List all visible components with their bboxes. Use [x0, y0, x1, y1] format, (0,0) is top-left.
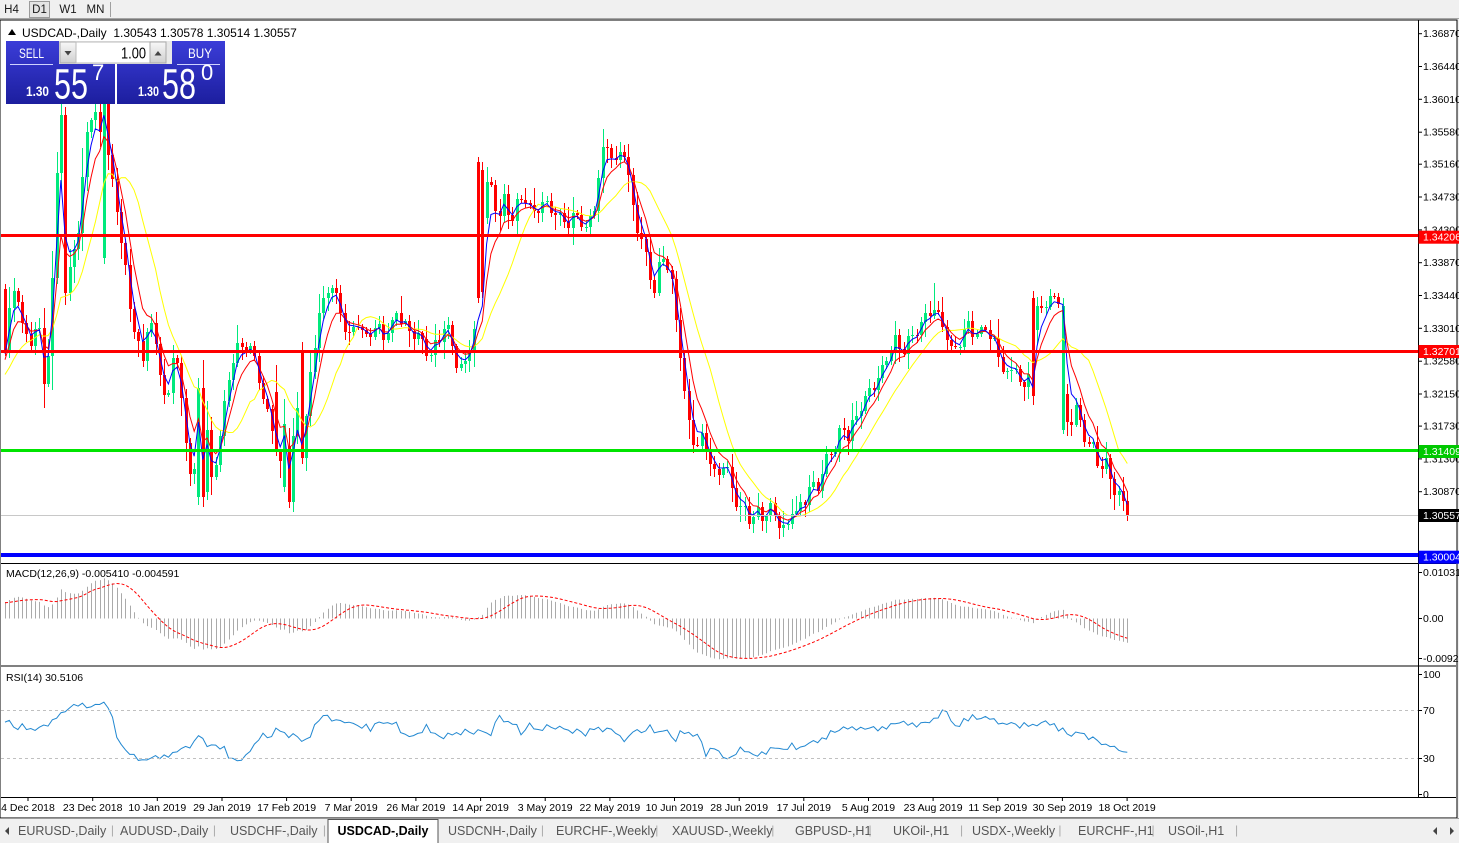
- svg-text:28 Jun 2019: 28 Jun 2019: [710, 802, 768, 814]
- svg-text:1.32701: 1.32701: [1423, 346, 1459, 358]
- svg-text:|: |: [771, 823, 774, 837]
- svg-text:55: 55: [54, 61, 88, 109]
- svg-text:7 Mar 2019: 7 Mar 2019: [325, 802, 378, 814]
- svg-text:USDCAD-,Daily 1.30543 1.30578: USDCAD-,Daily 1.30543 1.30578 1.30514 1.…: [22, 26, 297, 40]
- svg-text:14 Apr 2019: 14 Apr 2019: [452, 802, 509, 814]
- svg-text:1.33870: 1.33870: [1423, 257, 1459, 269]
- svg-text:1.31730: 1.31730: [1423, 421, 1459, 433]
- svg-text:USDCHF-,Daily: USDCHF-,Daily: [230, 824, 318, 838]
- svg-text:|: |: [213, 823, 216, 837]
- svg-text:1.34730: 1.34730: [1423, 192, 1459, 204]
- svg-text:1.32580: 1.32580: [1423, 356, 1459, 368]
- svg-text:GBPUSD-,H1: GBPUSD-,H1: [795, 824, 871, 838]
- svg-text:|: |: [960, 823, 963, 837]
- svg-text:1.32150: 1.32150: [1423, 389, 1459, 401]
- svg-text:58: 58: [162, 61, 196, 109]
- svg-text:18 Oct 2019: 18 Oct 2019: [1098, 802, 1155, 814]
- svg-text:1.33010: 1.33010: [1423, 323, 1459, 335]
- svg-text:|: |: [655, 823, 658, 837]
- svg-text:22 May 2019: 22 May 2019: [580, 802, 641, 814]
- svg-text:29 Jan 2019: 29 Jan 2019: [193, 802, 251, 814]
- svg-text:1.30870: 1.30870: [1423, 486, 1459, 498]
- svg-text:1.36870: 1.36870: [1423, 28, 1459, 40]
- svg-text:1.36440: 1.36440: [1423, 61, 1459, 73]
- svg-text:100: 100: [1423, 669, 1441, 681]
- svg-text:1.34206: 1.34206: [1423, 232, 1459, 244]
- svg-text:23 Aug 2019: 23 Aug 2019: [904, 802, 963, 814]
- svg-text:BUY: BUY: [188, 45, 213, 61]
- svg-text:4 Dec 2018: 4 Dec 2018: [1, 802, 55, 814]
- svg-text:|: |: [1058, 823, 1061, 837]
- svg-text:|: |: [541, 823, 544, 837]
- svg-text:1.30004: 1.30004: [1423, 552, 1459, 564]
- svg-text:26 Mar 2019: 26 Mar 2019: [386, 802, 445, 814]
- svg-text:0.010311: 0.010311: [1423, 567, 1459, 579]
- svg-text:7: 7: [92, 60, 104, 85]
- svg-text:23 Dec 2018: 23 Dec 2018: [63, 802, 123, 814]
- svg-text:USDCAD-,Daily: USDCAD-,Daily: [338, 824, 429, 838]
- svg-text:17 Feb 2019: 17 Feb 2019: [257, 802, 316, 814]
- svg-text:XAUUSD-,Weekly: XAUUSD-,Weekly: [672, 824, 773, 838]
- svg-text:11 Sep 2019: 11 Sep 2019: [968, 802, 1027, 814]
- svg-text:0: 0: [201, 60, 213, 85]
- svg-text:USDCNH-,Daily: USDCNH-,Daily: [448, 824, 538, 838]
- svg-text:5 Aug 2019: 5 Aug 2019: [842, 802, 895, 814]
- svg-text:30 Sep 2019: 30 Sep 2019: [1033, 802, 1093, 814]
- svg-text:17 Jul 2019: 17 Jul 2019: [777, 802, 831, 814]
- svg-text:70: 70: [1423, 705, 1435, 717]
- svg-text:30: 30: [1423, 753, 1435, 765]
- svg-text:|: |: [1235, 823, 1238, 837]
- svg-text:W1: W1: [59, 4, 76, 16]
- svg-text:10 Jun 2019: 10 Jun 2019: [646, 802, 704, 814]
- svg-text:EURCHF-,H1: EURCHF-,H1: [1078, 824, 1154, 838]
- svg-text:EURUSD-,Daily: EURUSD-,Daily: [18, 824, 107, 838]
- svg-text:1.33440: 1.33440: [1423, 290, 1459, 302]
- svg-text:EURCHF-,Weekly: EURCHF-,Weekly: [556, 824, 657, 838]
- svg-text:|: |: [869, 823, 872, 837]
- svg-text:H4: H4: [4, 4, 19, 16]
- svg-text:1.31409: 1.31409: [1423, 446, 1459, 458]
- svg-text:AUDUSD-,Daily: AUDUSD-,Daily: [120, 824, 209, 838]
- svg-text:1.30557: 1.30557: [1423, 510, 1459, 522]
- svg-text:USDX-,Weekly: USDX-,Weekly: [972, 824, 1056, 838]
- svg-text:MN: MN: [87, 4, 105, 16]
- svg-text:3 May 2019: 3 May 2019: [518, 802, 573, 814]
- svg-text:RSI(14) 30.5106: RSI(14) 30.5106: [6, 672, 83, 684]
- svg-text:1.35580: 1.35580: [1423, 127, 1459, 139]
- svg-text:D1: D1: [32, 4, 47, 16]
- svg-text:UKOil-,H1: UKOil-,H1: [893, 824, 949, 838]
- svg-text:0: 0: [1423, 789, 1429, 801]
- svg-text:0.00: 0.00: [1423, 613, 1444, 625]
- svg-text:|: |: [1152, 823, 1155, 837]
- svg-text:USOil-,H1: USOil-,H1: [1168, 824, 1224, 838]
- svg-text:1.30: 1.30: [26, 83, 49, 99]
- svg-text:1.36010: 1.36010: [1423, 94, 1459, 106]
- svg-text:1.00: 1.00: [121, 46, 146, 63]
- svg-text:-0.00920: -0.00920: [1423, 653, 1459, 665]
- svg-text:|: |: [323, 823, 326, 837]
- svg-text:1.35160: 1.35160: [1423, 159, 1459, 171]
- svg-text:MACD(12,26,9) -0.005410 -0.004: MACD(12,26,9) -0.005410 -0.004591: [6, 568, 180, 580]
- svg-text:10 Jan 2019: 10 Jan 2019: [128, 802, 186, 814]
- svg-text:|: |: [111, 823, 114, 837]
- svg-text:1.30: 1.30: [138, 83, 159, 99]
- svg-text:SELL: SELL: [19, 45, 44, 61]
